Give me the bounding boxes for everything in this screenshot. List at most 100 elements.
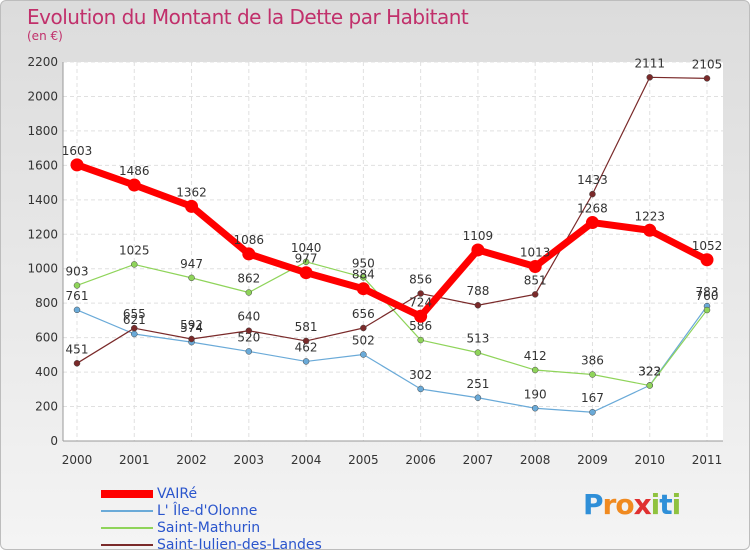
data-point — [131, 261, 138, 268]
data-label: 1013 — [520, 245, 551, 259]
legend-swatch — [101, 526, 153, 529]
data-label: 386 — [581, 354, 604, 368]
data-point — [585, 216, 599, 230]
logo-letter: t — [659, 488, 672, 521]
data-label: 903 — [66, 264, 89, 278]
logo-letter: i — [671, 488, 682, 521]
data-label: 462 — [295, 340, 318, 354]
data-label: 1052 — [692, 239, 723, 253]
data-point — [646, 74, 653, 81]
x-tick-label: 2007 — [463, 453, 494, 467]
data-point — [471, 243, 485, 257]
data-label: 190 — [524, 387, 547, 401]
data-label: 412 — [524, 349, 547, 363]
y-tick-label: 1400 — [27, 193, 58, 207]
data-point — [242, 247, 256, 261]
series-line-0 — [73, 161, 711, 320]
x-tick-label: 2000 — [62, 453, 93, 467]
data-point — [589, 371, 596, 378]
data-point — [703, 306, 711, 314]
data-point — [356, 282, 370, 296]
x-tick-label: 2006 — [405, 453, 436, 467]
data-point — [417, 336, 424, 344]
logo-letter: x — [633, 488, 652, 521]
data-point — [474, 349, 482, 356]
x-tick-label: 2010 — [634, 453, 665, 467]
data-point — [185, 199, 199, 213]
data-point — [127, 178, 141, 192]
data-point — [414, 309, 428, 323]
data-label: 167 — [581, 391, 604, 405]
data-label: 950 — [352, 256, 375, 270]
legend-item: VAIRé — [101, 485, 322, 502]
data-label: 760 — [696, 289, 719, 303]
y-tick-label: 200 — [35, 400, 58, 414]
x-tick-label: 2002 — [176, 453, 207, 467]
legend-item: Saint-Julien-des-Landes — [101, 536, 322, 550]
y-tick-label: 0 — [50, 434, 58, 448]
data-label: 724 — [409, 295, 432, 309]
data-label: 862 — [237, 272, 260, 286]
data-label: 1362 — [176, 185, 207, 199]
data-label: 1486 — [119, 164, 150, 178]
data-point — [360, 351, 367, 358]
data-point — [531, 405, 539, 412]
data-label: 1223 — [634, 209, 665, 223]
data-label: 1025 — [119, 243, 150, 257]
data-label: 302 — [409, 368, 432, 382]
data-label: 592 — [180, 318, 203, 332]
series-line-3 — [76, 76, 708, 364]
legend-swatch — [101, 509, 153, 512]
logo-letter: P — [583, 488, 604, 521]
data-label: 1086 — [234, 233, 265, 247]
data-label: 640 — [237, 310, 260, 324]
data-label: 621 — [123, 313, 146, 327]
data-label: 788 — [466, 284, 489, 298]
x-tick-label: 2011 — [692, 453, 723, 467]
data-point — [703, 75, 711, 82]
data-label: 581 — [295, 320, 318, 334]
data-point — [589, 408, 596, 416]
data-label: 323 — [638, 364, 661, 378]
chart-subtitle: (en €) — [27, 29, 63, 43]
chart-title: Evolution du Montant de la Dette par Hab… — [27, 5, 469, 29]
data-label: 851 — [524, 273, 547, 287]
data-label: 947 — [180, 257, 203, 271]
legend-label: Saint-Julien-des-Landes — [157, 536, 322, 550]
chart-legend: VAIRé L' Île-d'Olonne Saint-Mathurin Saint-… — [101, 485, 322, 550]
data-point — [474, 301, 482, 309]
data-point — [70, 158, 84, 172]
data-point — [589, 190, 596, 198]
series-line-2 — [76, 261, 708, 387]
data-label: 574 — [180, 321, 203, 335]
data-label: 856 — [409, 273, 432, 287]
y-tick-label: 800 — [35, 296, 58, 310]
data-point — [474, 394, 482, 402]
data-label: 513 — [466, 332, 489, 346]
legend-label: L' Île-d'Olonne — [157, 502, 258, 519]
data-point — [73, 306, 81, 314]
data-label: 1109 — [463, 229, 494, 243]
x-tick-label: 2009 — [577, 453, 608, 467]
logo-letter: i — [650, 488, 661, 521]
plot-area — [63, 62, 723, 441]
data-label: 1433 — [577, 173, 608, 187]
data-point — [417, 385, 424, 393]
data-point — [700, 253, 714, 267]
series-line-1 — [76, 305, 708, 413]
y-tick-label: 600 — [35, 331, 58, 345]
data-point — [643, 223, 657, 237]
data-point — [245, 289, 253, 296]
logo-letter: r — [602, 488, 617, 521]
y-tick-label: 400 — [35, 365, 58, 379]
data-label: 251 — [466, 377, 489, 391]
x-tick-label: 2001 — [119, 453, 150, 467]
y-tick-label: 1600 — [27, 158, 58, 172]
x-tick-label: 2003 — [234, 453, 265, 467]
data-label: 520 — [237, 330, 260, 344]
legend-label: Saint-Mathurin — [157, 519, 261, 536]
data-label: 502 — [352, 334, 375, 348]
y-tick-label: 2200 — [27, 55, 58, 69]
data-label: 1040 — [291, 241, 322, 255]
